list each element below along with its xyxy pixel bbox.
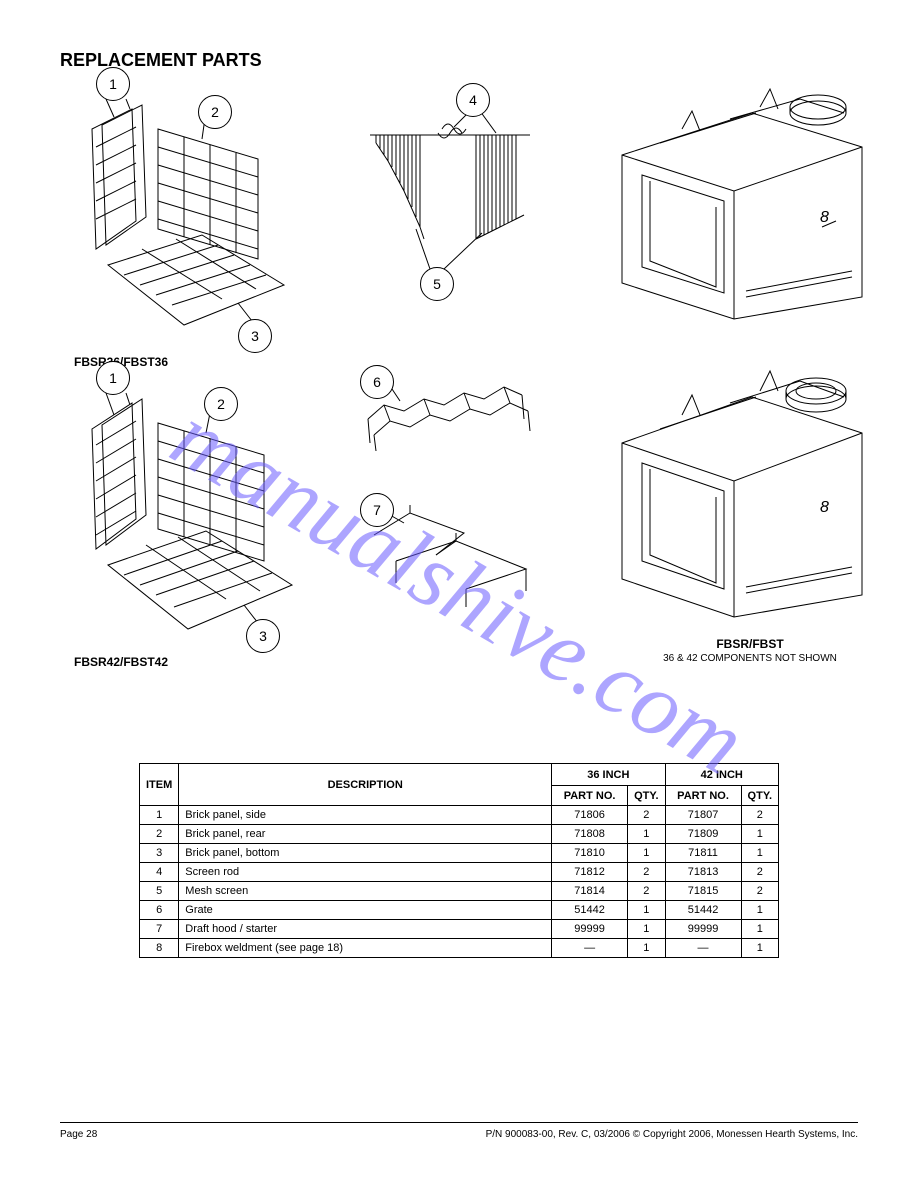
cell-item: 5 [140, 882, 179, 901]
cell-p42: 71807 [665, 806, 741, 825]
firebox-36-8: 8 [820, 209, 829, 227]
firebox-42-8: 8 [820, 499, 829, 517]
cell-desc: Mesh screen [179, 882, 552, 901]
brick42-label: FBSR42/FBST42 [74, 655, 168, 669]
th-qty42: QTY. [741, 786, 778, 806]
screen-figure [350, 99, 550, 299]
th-36: 36 INCH [552, 764, 665, 786]
cell-q42: 2 [741, 806, 778, 825]
cell-desc: Grate [179, 901, 552, 920]
parts-table: ITEM DESCRIPTION 36 INCH 42 INCH PART NO… [139, 763, 779, 958]
footer-left: Page 28 [60, 1129, 97, 1140]
cell-q36: 1 [628, 901, 665, 920]
callout-5: 5 [420, 267, 454, 301]
cell-p36: 71806 [552, 806, 628, 825]
callout-2a: 2 [198, 95, 232, 129]
cell-item: 3 [140, 844, 179, 863]
parts-table-body: 1Brick panel, side718062718072 2Brick pa… [140, 806, 779, 958]
firebox-label-line2: 36 & 42 COMPONENTS NOT SHOWN [620, 653, 880, 664]
footer-right: P/N 900083-00, Rev. C, 03/2006 © Copyrig… [486, 1129, 858, 1140]
callout-6: 6 [360, 365, 394, 399]
cell-p36: 71814 [552, 882, 628, 901]
cell-q42: 1 [741, 844, 778, 863]
table-row: 1Brick panel, side718062718072 [140, 806, 779, 825]
th-42: 42 INCH [665, 764, 778, 786]
cell-q36: 2 [628, 882, 665, 901]
cell-p42: 71811 [665, 844, 741, 863]
cell-q36: 1 [628, 939, 665, 958]
cell-q42: 1 [741, 920, 778, 939]
cell-q36: 1 [628, 844, 665, 863]
callout-3b: 3 [246, 619, 280, 653]
cell-q42: 1 [741, 901, 778, 920]
firebox-42-figure [600, 349, 880, 629]
cell-desc: Brick panel, bottom [179, 844, 552, 863]
cell-p36: 71810 [552, 844, 628, 863]
callout-1b: 1 [96, 361, 130, 395]
firebox-label-line1: FBSR/FBST [620, 637, 880, 651]
cell-item: 4 [140, 863, 179, 882]
diagram-area: 1 2 3 FBSR36/FBST36 1 2 3 FBSR [60, 89, 858, 739]
cell-q42: 1 [741, 825, 778, 844]
cell-q42: 2 [741, 882, 778, 901]
cell-p36: 71812 [552, 863, 628, 882]
cell-q42: 1 [741, 939, 778, 958]
brick-panels-42-figure [66, 379, 296, 649]
cell-q36: 2 [628, 806, 665, 825]
cell-p36: 71808 [552, 825, 628, 844]
cell-q36: 2 [628, 863, 665, 882]
brick-panels-36-figure [66, 89, 296, 349]
firebox-36-figure [600, 71, 880, 331]
table-row: 4Screen rod718122718132 [140, 863, 779, 882]
table-row: 7Draft hood / starter999991999991 [140, 920, 779, 939]
table-row: 6Grate514421514421 [140, 901, 779, 920]
cell-p36: 51442 [552, 901, 628, 920]
page-title: REPLACEMENT PARTS [60, 50, 858, 71]
callout-4: 4 [456, 83, 490, 117]
table-row: 2Brick panel, rear718081718091 [140, 825, 779, 844]
cell-item: 2 [140, 825, 179, 844]
cell-p36: 99999 [552, 920, 628, 939]
table-row: 8Firebox weldment (see page 18)—1—1 [140, 939, 779, 958]
table-row: 5Mesh screen718142718152 [140, 882, 779, 901]
cell-q36: 1 [628, 920, 665, 939]
cell-p36: — [552, 939, 628, 958]
cell-item: 1 [140, 806, 179, 825]
cell-desc: Brick panel, rear [179, 825, 552, 844]
cell-p42: 71813 [665, 863, 741, 882]
cell-desc: Draft hood / starter [179, 920, 552, 939]
cell-desc: Screen rod [179, 863, 552, 882]
grate-figure [356, 349, 546, 459]
page-footer: Page 28 P/N 900083-00, Rev. C, 03/2006 ©… [60, 1122, 858, 1140]
th-part36: PART NO. [552, 786, 628, 806]
cell-p42: 99999 [665, 920, 741, 939]
cell-p42: — [665, 939, 741, 958]
callout-2b: 2 [204, 387, 238, 421]
th-qty36: QTY. [628, 786, 665, 806]
cell-q36: 1 [628, 825, 665, 844]
cell-item: 7 [140, 920, 179, 939]
cell-q42: 2 [741, 863, 778, 882]
callout-3a: 3 [238, 319, 272, 353]
cell-desc: Firebox weldment (see page 18) [179, 939, 552, 958]
th-part42: PART NO. [665, 786, 741, 806]
cell-p42: 71815 [665, 882, 741, 901]
callout-7: 7 [360, 493, 394, 527]
th-desc: DESCRIPTION [179, 764, 552, 806]
cell-p42: 51442 [665, 901, 741, 920]
cell-item: 8 [140, 939, 179, 958]
cell-item: 6 [140, 901, 179, 920]
th-item: ITEM [140, 764, 179, 806]
table-header-row-1: ITEM DESCRIPTION 36 INCH 42 INCH [140, 764, 779, 786]
table-row: 3Brick panel, bottom718101718111 [140, 844, 779, 863]
cell-desc: Brick panel, side [179, 806, 552, 825]
callout-1a: 1 [96, 67, 130, 101]
cell-p42: 71809 [665, 825, 741, 844]
